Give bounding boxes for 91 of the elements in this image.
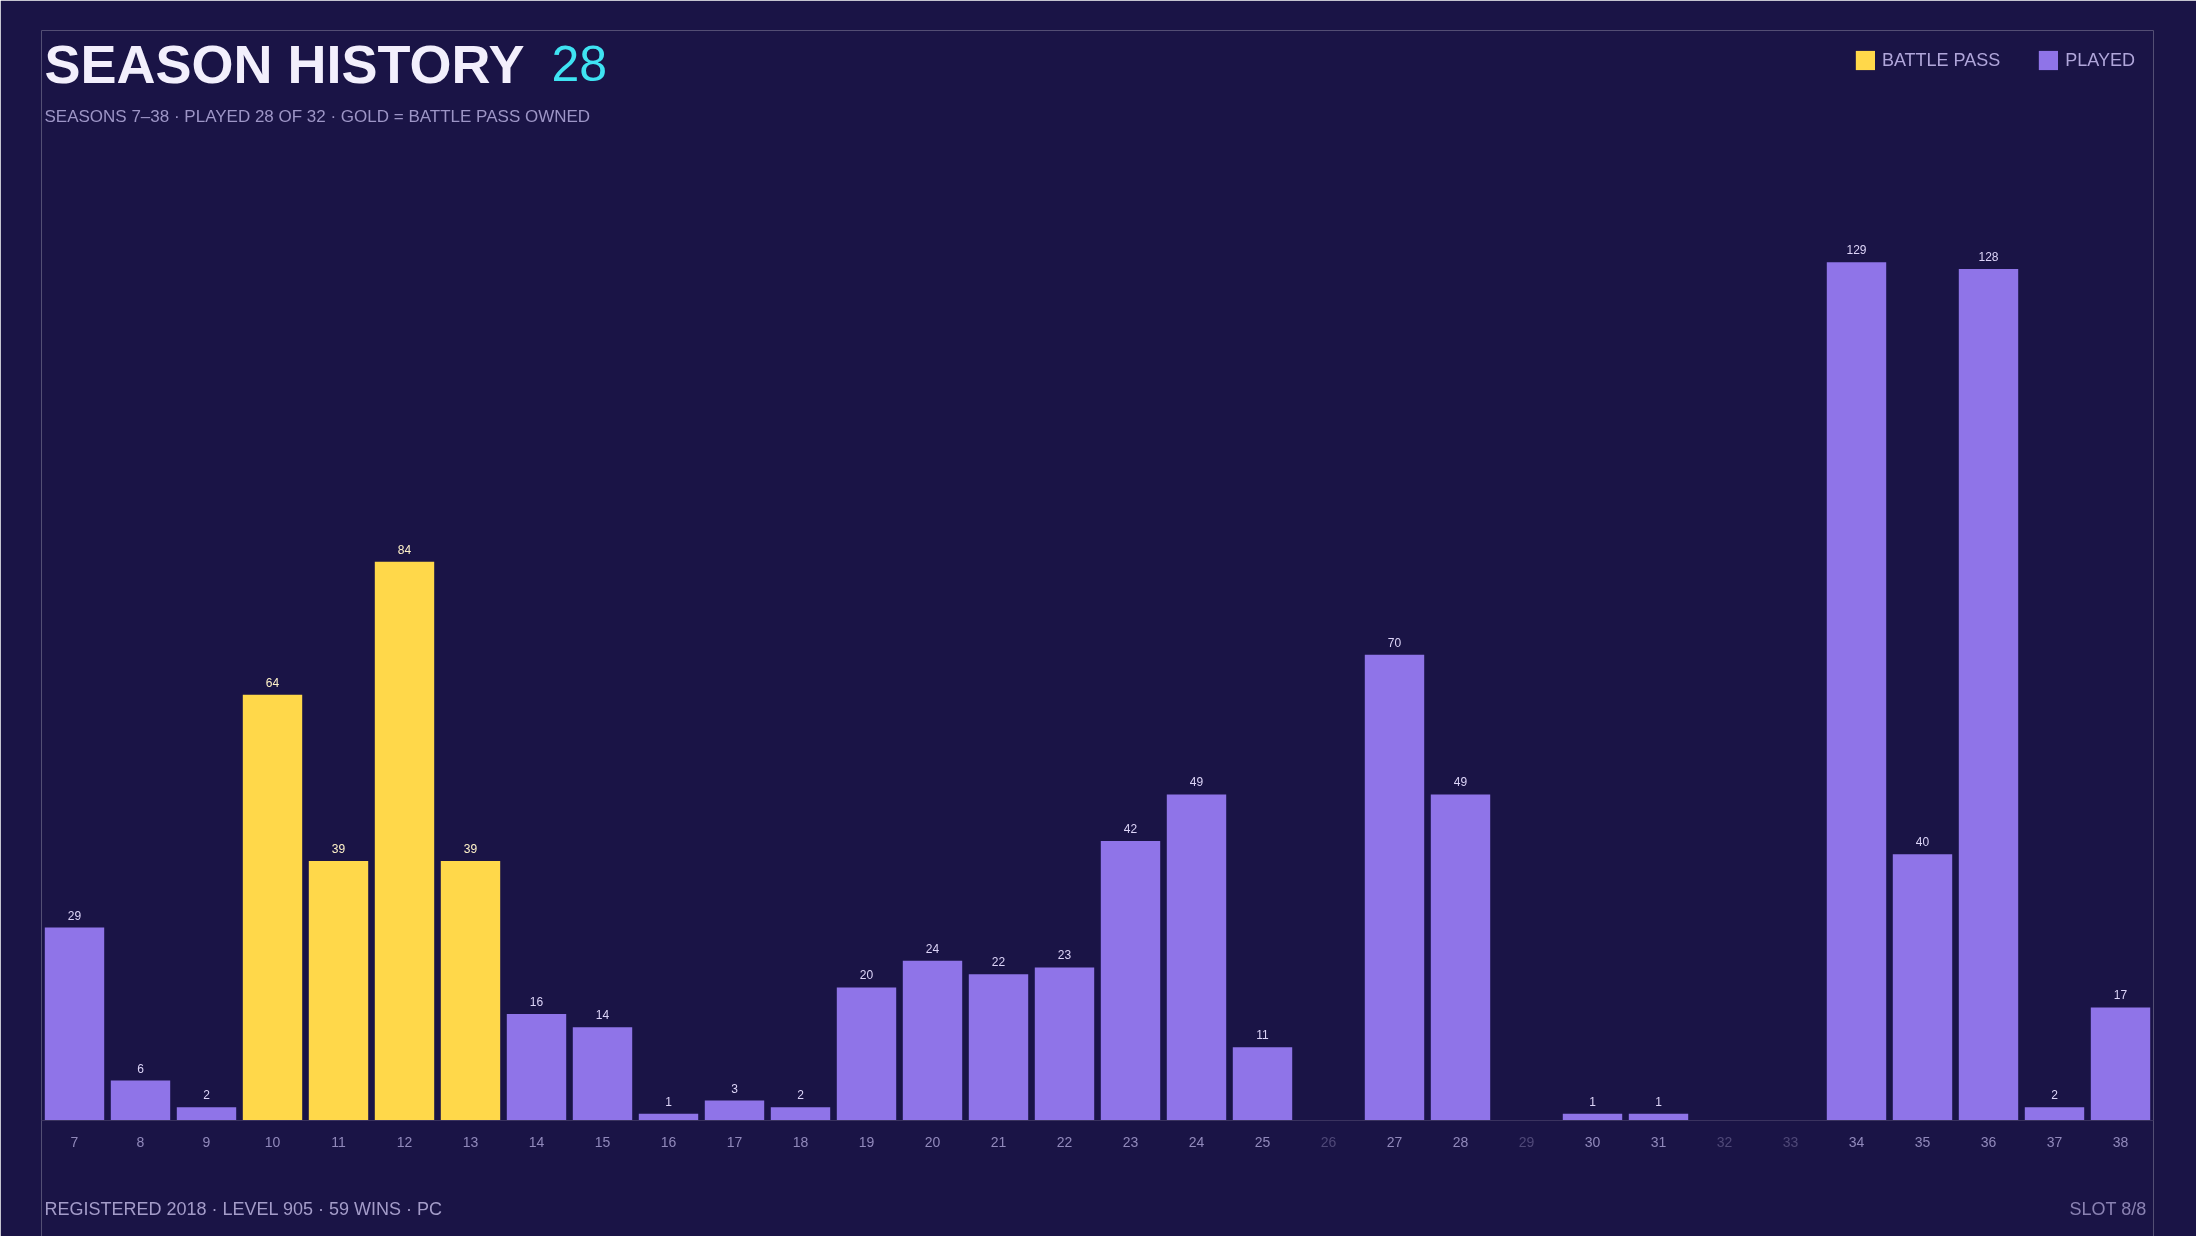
chart-subtitle: SEASONS 7–38 · PLAYED 28 OF 32 · GOLD = BATTLE PASS OWNED	[44, 107, 591, 126]
bar	[176, 1107, 237, 1121]
data-label: 129	[1846, 243, 1867, 258]
data-label: 11	[1256, 1028, 1270, 1043]
chart-title: SEASON HISTORY	[44, 33, 525, 94]
data-label: 49	[1453, 775, 1468, 790]
bar	[704, 1100, 765, 1121]
bar	[1034, 967, 1095, 1121]
data-label: 14	[595, 1008, 610, 1023]
data-label: 22	[991, 955, 1006, 970]
x-tick-label: 24	[1188, 1133, 1205, 1150]
bar	[1232, 1047, 1293, 1121]
text: REGISTERED 2018 · LEVEL 905 · 59 WINS · PC	[44, 1198, 442, 1219]
bar	[440, 861, 501, 1121]
bar	[968, 974, 1029, 1121]
text: 28	[551, 36, 608, 92]
x-tick-label: 22	[1056, 1133, 1073, 1150]
data-label: 2	[203, 1088, 211, 1103]
x-tick-label: 38	[2112, 1133, 2129, 1150]
x-tick-label: 37	[2046, 1133, 2063, 1150]
legend-label: PLAYED	[2065, 49, 2135, 71]
bar	[1100, 841, 1161, 1121]
data-label: 39	[463, 842, 478, 857]
data-label: 24	[925, 941, 940, 956]
bar	[1826, 262, 1887, 1121]
data-label: 2	[2051, 1088, 2059, 1103]
legend-label: BATTLE PASS	[1881, 49, 2001, 71]
x-tick-label: 12	[396, 1133, 413, 1150]
x-tick-label: 8	[136, 1133, 145, 1150]
bar	[1628, 1113, 1689, 1121]
x-tick-label: 31	[1650, 1133, 1667, 1150]
bar	[1364, 654, 1425, 1121]
bar	[1958, 268, 2019, 1121]
data-label: 1	[1589, 1094, 1597, 1109]
x-tick-label: 27	[1386, 1133, 1403, 1150]
data-label: 2	[797, 1088, 805, 1103]
x-tick-label: 9	[202, 1133, 211, 1150]
data-label: 6	[137, 1061, 145, 1076]
x-tick-label: 35	[1914, 1133, 1931, 1150]
x-tick-label: 34	[1848, 1133, 1865, 1150]
data-label: 1	[1655, 1094, 1663, 1109]
x-tick-label: 30	[1584, 1133, 1601, 1150]
bar	[1562, 1113, 1623, 1121]
data-label: 42	[1123, 822, 1138, 837]
bar	[770, 1107, 831, 1121]
bar	[242, 694, 303, 1121]
x-tick-label: 21	[990, 1133, 1007, 1150]
data-label: 70	[1387, 635, 1402, 650]
x-tick-label: 20	[924, 1133, 941, 1150]
data-label: 49	[1189, 775, 1204, 790]
bar	[638, 1113, 699, 1121]
bar	[1892, 854, 1953, 1121]
x-tick-label: 14	[528, 1133, 545, 1150]
bar	[506, 1014, 567, 1121]
data-label: 23	[1057, 948, 1072, 963]
data-label: 17	[2113, 988, 2128, 1003]
x-tick-label: 25	[1254, 1133, 1271, 1150]
bar	[836, 987, 897, 1121]
data-label: 1	[665, 1094, 673, 1109]
data-label: 64	[265, 675, 280, 690]
bar	[2024, 1107, 2085, 1121]
x-tick-label: 15	[594, 1133, 611, 1150]
bar	[374, 561, 435, 1121]
data-label: 128	[1978, 249, 1999, 264]
x-tick-label: 17	[726, 1133, 743, 1150]
data-label: 29	[67, 908, 82, 923]
bar	[572, 1027, 633, 1121]
x-tick-label: 13	[462, 1133, 479, 1150]
data-label: 84	[397, 542, 412, 557]
text: SLOT 8/8	[2069, 1198, 2147, 1219]
bar	[1430, 794, 1491, 1121]
x-tick-label: 10	[264, 1133, 281, 1150]
data-label: 39	[331, 842, 346, 857]
bar	[1166, 794, 1227, 1121]
data-label: 3	[731, 1081, 739, 1096]
x-tick-label: 7	[70, 1133, 79, 1150]
bar	[110, 1080, 171, 1121]
x-tick-label: 16	[660, 1133, 677, 1150]
data-label: 16	[529, 995, 544, 1010]
x-tick-label: 11	[331, 1133, 346, 1150]
x-tick-label: 28	[1452, 1133, 1469, 1150]
bar	[2090, 1007, 2151, 1121]
data-label: 40	[1915, 835, 1930, 850]
bar	[308, 861, 369, 1121]
x-tick-label: 23	[1122, 1133, 1139, 1150]
bar	[902, 960, 963, 1121]
bar	[44, 927, 105, 1121]
x-tick-label: 36	[1980, 1133, 1997, 1150]
data-label: 20	[859, 968, 874, 983]
x-tick-label: 19	[858, 1133, 875, 1150]
x-tick-label: 18	[792, 1133, 809, 1150]
